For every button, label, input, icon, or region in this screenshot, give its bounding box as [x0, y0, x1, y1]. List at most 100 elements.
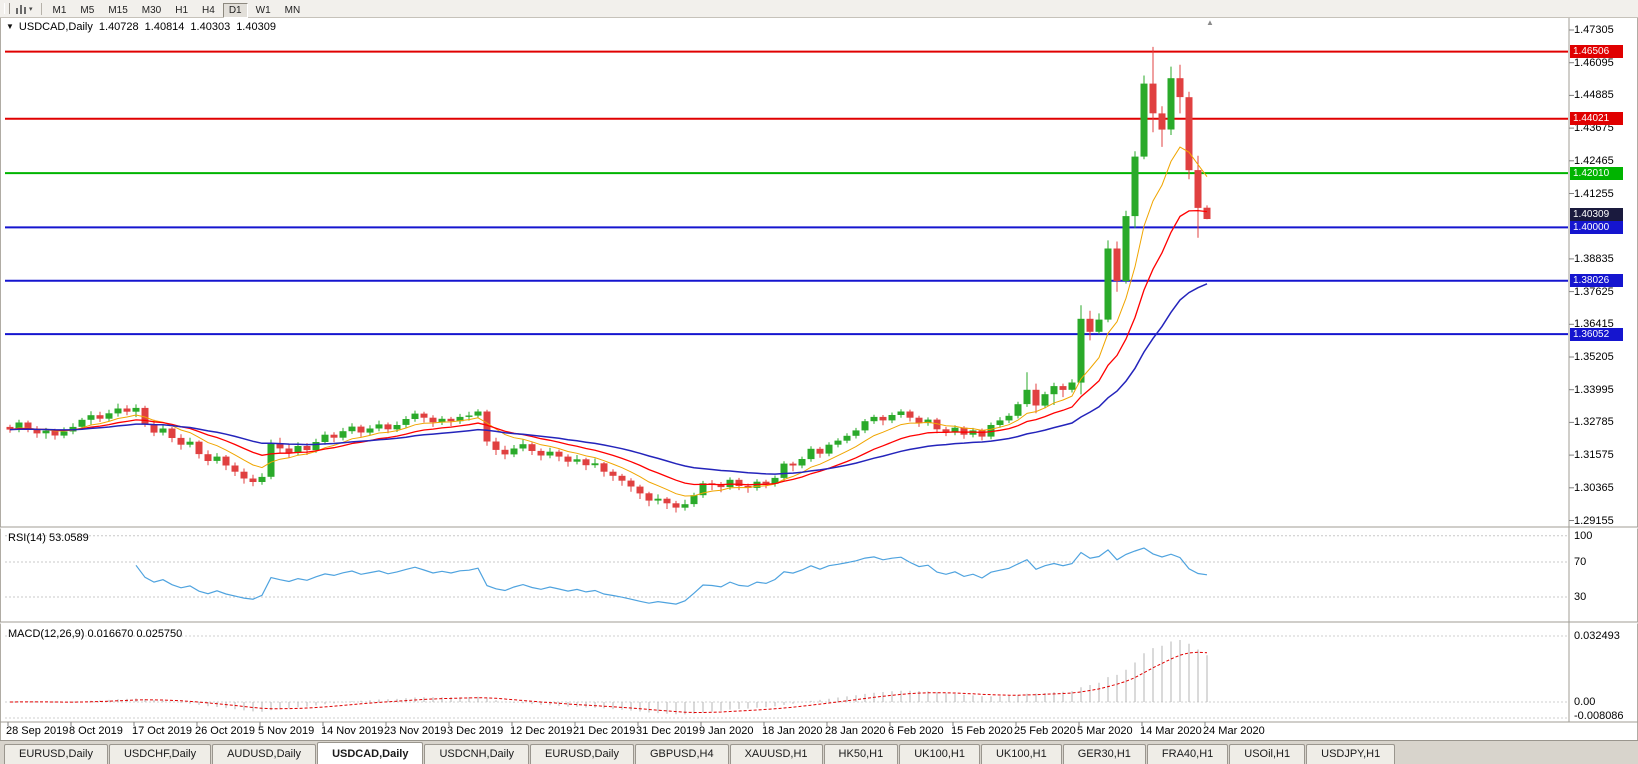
- axis-ticks: [7, 29, 1574, 726]
- price-axis-tick: 1.38835: [1574, 252, 1614, 265]
- timeframe-button-M1[interactable]: M1: [52, 4, 67, 16]
- date-axis-label: 26 Oct 2019: [195, 725, 255, 737]
- price-axis-tick: 1.44885: [1574, 89, 1614, 102]
- timeframe-button-M30[interactable]: M30: [141, 4, 162, 16]
- price-axis-tick: 1.43675: [1574, 122, 1614, 135]
- timeframe-button-H1[interactable]: H1: [175, 4, 189, 16]
- ma-fast-line: [9, 146, 1208, 497]
- dropdown-caret-icon[interactable]: ▾: [29, 5, 33, 13]
- price-axis-tick: 1.30365: [1574, 481, 1614, 494]
- ma-slow-line: [9, 283, 1208, 475]
- date-axis-label: 14 Nov 2019: [321, 725, 384, 737]
- rsi-label: RSI(14) 53.0589: [8, 532, 89, 544]
- date-axis-label: 18 Jan 2020: [762, 725, 823, 737]
- date-axis-label: 5 Mar 2020: [1077, 725, 1133, 737]
- price-axis-tick: 1.47305: [1574, 24, 1614, 36]
- date-axis-label: 15 Feb 2020: [951, 725, 1013, 737]
- date-axis-label: 31 Dec 2019: [636, 725, 699, 737]
- chart-tab-4-USDCNHDaily[interactable]: USDCNH,Daily: [424, 744, 530, 764]
- price-axis-tick: 1.42465: [1574, 154, 1614, 167]
- symbol-period-label: USDCAD,Daily: [18, 21, 93, 33]
- chart-tab-0-EURUSDDaily[interactable]: EURUSD,Daily: [4, 744, 108, 764]
- price-axis-tick: 1.29155: [1574, 514, 1614, 527]
- close-value: 1.40309: [236, 21, 276, 33]
- high-value: 1.40814: [144, 21, 185, 33]
- macd-level-label: -0.008086: [1574, 710, 1624, 722]
- date-axis-label: 25 Feb 2020: [1014, 725, 1076, 737]
- candlesticks: [6, 46, 1211, 513]
- chart-tab-7-XAUUSDH1[interactable]: XAUUSD,H1: [729, 744, 823, 764]
- hline-price-tag-1.42010[interactable]: 1.42010: [1570, 167, 1623, 180]
- chart-tab-14-USDJPYH1[interactable]: USDJPY,H1: [1306, 744, 1396, 764]
- timeframe-button-MN[interactable]: MN: [284, 4, 301, 16]
- timeframe-button-M15[interactable]: M15: [108, 4, 128, 16]
- timeframe-buttons: M1 M5 M15 M30 H1 H4 D1 W1 MN: [46, 0, 308, 18]
- date-axis-label: 24 Mar 2020: [1203, 725, 1265, 737]
- chart-tab-6-GBPUSDH4[interactable]: GBPUSD,H4: [635, 744, 729, 764]
- timeframe-button-M5[interactable]: M5: [80, 4, 95, 16]
- price-axis-tick: 1.41255: [1574, 187, 1614, 200]
- price-axis-tick: 1.33995: [1574, 383, 1614, 396]
- chart-period-icon[interactable]: [15, 3, 27, 15]
- rsi-line: [135, 547, 1208, 605]
- chart-tabs-bar: EURUSD,Daily USDCHF,Daily AUDUSD,Daily USDC…: [0, 740, 1638, 764]
- date-axis-label: 21 Dec 2019: [573, 725, 636, 737]
- chart-tab-1-USDCHFDaily[interactable]: USDCHF,Daily: [108, 744, 212, 764]
- price-axis-tick: 1.35205: [1574, 351, 1614, 363]
- timeframe-button-D1[interactable]: D1: [222, 2, 248, 18]
- date-axis-label: 14 Mar 2020: [1140, 725, 1202, 737]
- macd-level-label: 0.032493: [1574, 630, 1620, 642]
- chart-tab-12-FRA40H1[interactable]: FRA40,H1: [1146, 744, 1229, 764]
- rsi-level-label: 100: [1574, 530, 1593, 542]
- ma-mid-line: [9, 209, 1208, 486]
- price-axis-tick: 1.31575: [1574, 449, 1614, 462]
- macd-label: MACD(12,26,9) 0.016670 0.025750: [8, 628, 183, 640]
- chart-tab-11-GER30H1[interactable]: GER30,H1: [1062, 744, 1146, 764]
- chart-tab-13-USOilH1[interactable]: USOil,H1: [1229, 744, 1306, 764]
- chart-tab-9-UK100H1[interactable]: UK100,H1: [899, 744, 980, 764]
- date-axis-label: 28 Sep 2019: [6, 725, 69, 737]
- toolbar-grip-handle[interactable]: [4, 3, 10, 14]
- chart-tab-10-UK100H1[interactable]: UK100,H1: [980, 744, 1062, 764]
- price-axis-tick: 1.36415: [1574, 318, 1614, 331]
- chart-tab-5-EURUSDDaily[interactable]: EURUSD,Daily: [530, 744, 634, 764]
- chart-shift-marker[interactable]: ▲: [1206, 18, 1214, 27]
- toolbar-separator: [40, 2, 42, 15]
- date-axis-label: 6 Feb 2020: [888, 725, 944, 737]
- rsi-level-label: 70: [1574, 556, 1587, 568]
- hline-price-tag-1.38026[interactable]: 1.38026: [1570, 274, 1623, 287]
- date-axis-label: 12 Dec 2019: [510, 725, 573, 737]
- date-axis-label: 23 Nov 2019: [384, 725, 447, 737]
- date-axis-label: 28 Jan 2020: [825, 725, 886, 737]
- one-click-trading-icon[interactable]: ▼: [6, 22, 14, 31]
- macd-level-label: 0.00: [1574, 696, 1596, 708]
- date-axis-label: 17 Oct 2019: [132, 725, 192, 737]
- chart-tab-2-AUDUSDDaily[interactable]: AUDUSD,Daily: [212, 744, 317, 764]
- chart-tab-8-HK50H1[interactable]: HK50,H1: [823, 744, 899, 764]
- price-axis-tick: 1.32785: [1574, 416, 1614, 429]
- timeframe-button-H4[interactable]: H4: [202, 4, 215, 16]
- low-value: 1.40303: [190, 21, 231, 33]
- date-axis-label: 9 Jan 2020: [699, 725, 754, 737]
- timeframe-button-W1[interactable]: W1: [255, 4, 271, 16]
- panel-separators: [0, 17, 1638, 723]
- date-axis-label: 3 Dec 2019: [447, 725, 504, 737]
- price-axis-tick: 1.37625: [1574, 285, 1614, 298]
- price-axis-tick: 1.46095: [1574, 56, 1614, 69]
- open-value: 1.40728: [98, 21, 139, 33]
- chart-tab-3-USDCADDaily[interactable]: USDCAD,Daily: [317, 742, 424, 764]
- date-axis-label: 5 Nov 2019: [258, 725, 315, 737]
- ohlc-readout: ▼ USDCAD,Daily 1.40728 1.40814 1.40303 1.4030…: [6, 21, 276, 33]
- hline-price-tag-1.40000[interactable]: 1.40000: [1570, 221, 1623, 234]
- timeframe-toolbar: ▾ M1 M5 M15 M30 H1 H4 D1 W1 MN: [0, 0, 1638, 18]
- date-axis-label: 8 Oct 2019: [69, 725, 123, 737]
- hline-price-tag-1.44021[interactable]: 1.44021: [1570, 112, 1623, 125]
- hline-price-tag-1.36052[interactable]: 1.36052: [1570, 328, 1623, 341]
- rsi-level-label: 30: [1574, 591, 1587, 603]
- current-price-tag: 1.40309: [1570, 208, 1623, 221]
- horizontal-lines: [5, 50, 1568, 336]
- macd-histogram: [18, 640, 1208, 715]
- hline-price-tag-1.46506[interactable]: 1.46506: [1570, 45, 1623, 58]
